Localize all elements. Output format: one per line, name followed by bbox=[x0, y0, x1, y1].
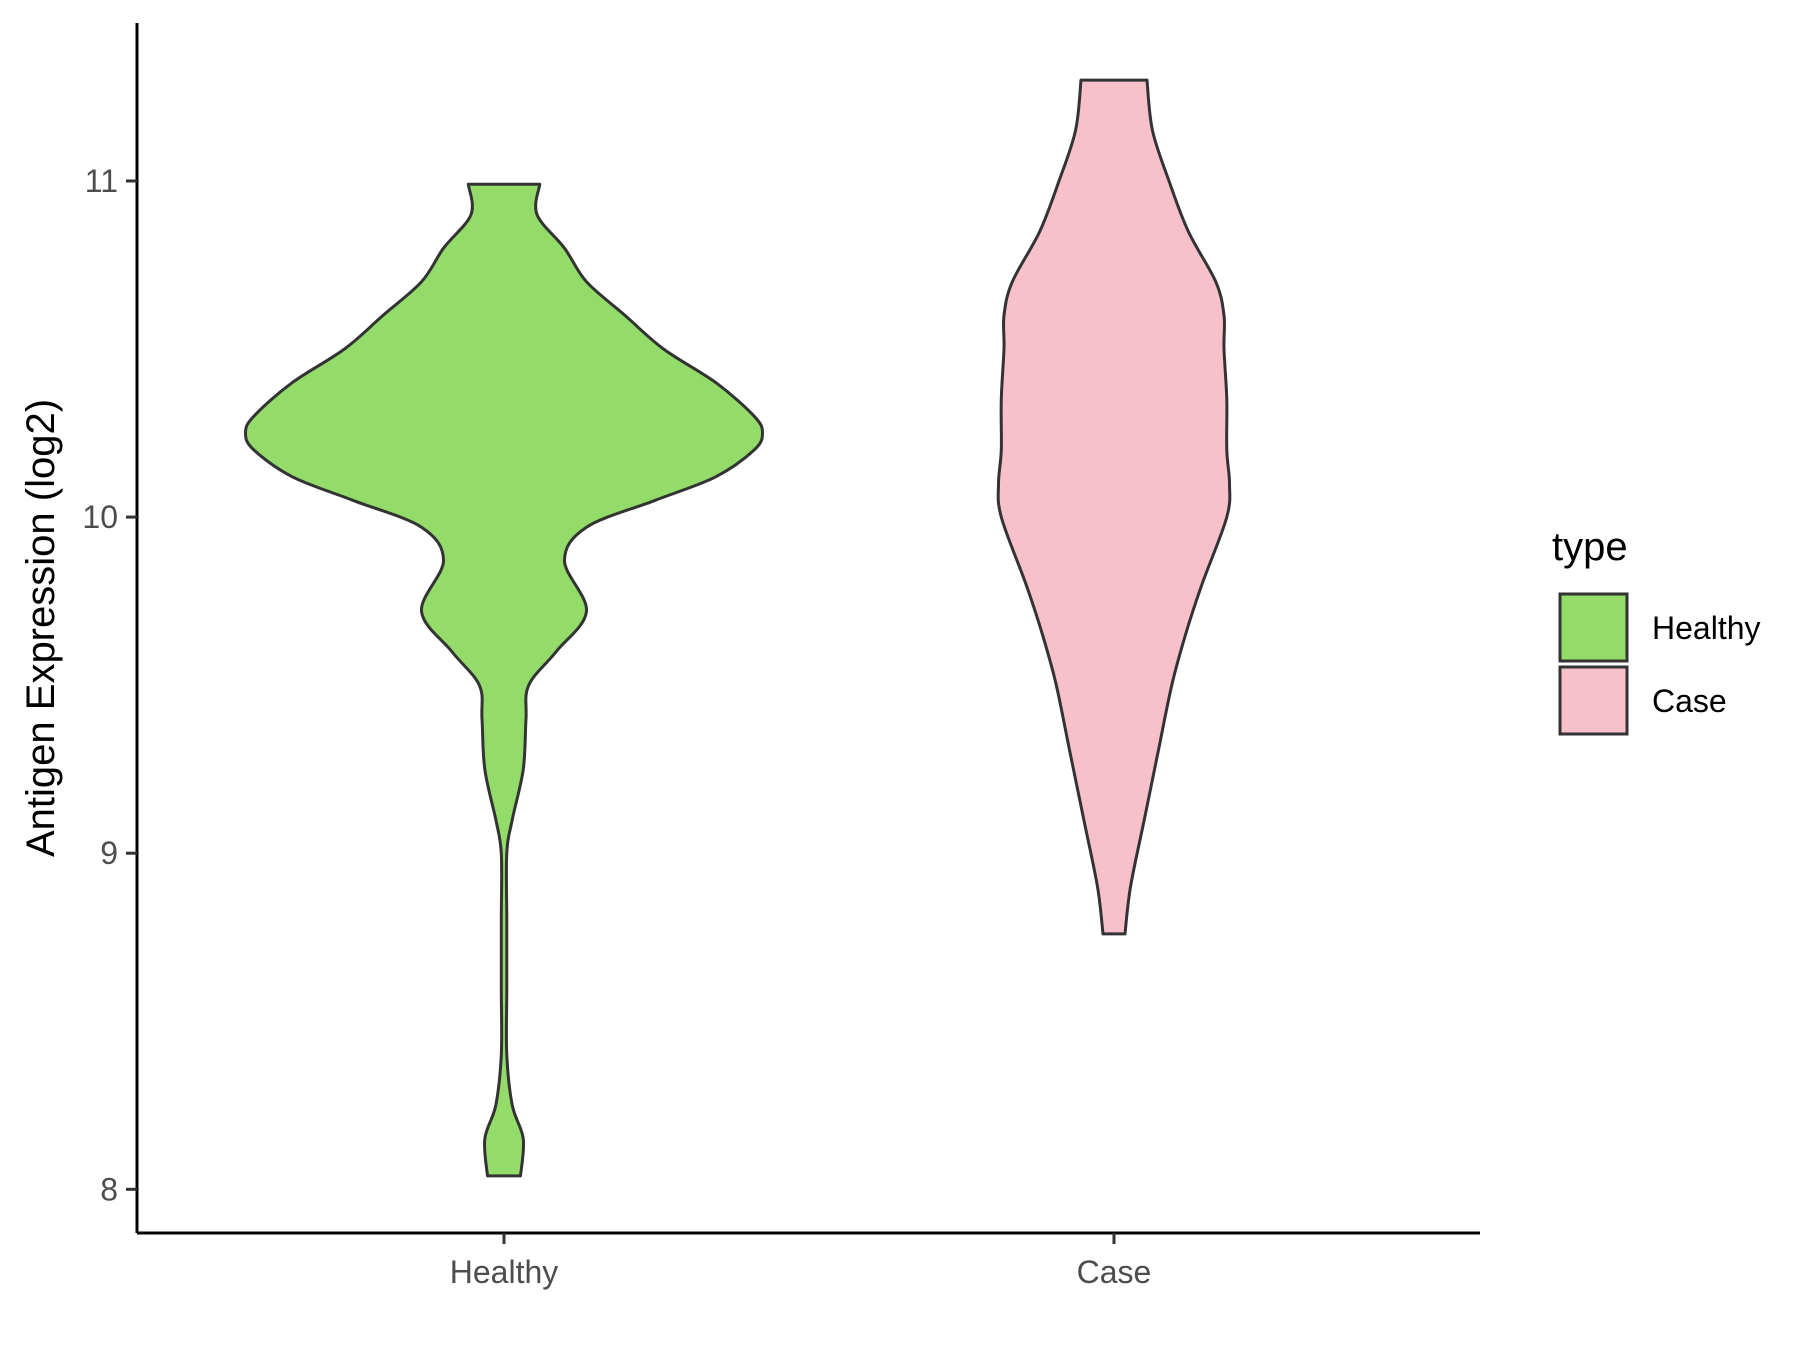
y-tick-label: 9 bbox=[100, 835, 118, 871]
y-axis-title: Antigen Expression (log2) bbox=[19, 399, 63, 857]
violin-case bbox=[996, 78, 1232, 936]
legend-title: type bbox=[1552, 525, 1628, 569]
legend-label: Case bbox=[1652, 683, 1727, 719]
y-tick-label: 8 bbox=[100, 1171, 118, 1207]
x-axis-ticks: Healthy Case bbox=[450, 1233, 1152, 1290]
x-tick-label: Healthy bbox=[450, 1254, 559, 1290]
legend-key-case bbox=[1558, 665, 1629, 736]
legend: type Healthy Case bbox=[1552, 525, 1761, 736]
legend-label: Healthy bbox=[1652, 610, 1761, 646]
x-tick-label: Case bbox=[1077, 1254, 1152, 1290]
y-tick-label: 11 bbox=[85, 163, 118, 199]
legend-key-healthy bbox=[1558, 592, 1629, 663]
y-axis-ticks: 8 9 10 11 bbox=[82, 163, 137, 1207]
violin-layer bbox=[244, 78, 1232, 1178]
y-tick-label: 10 bbox=[82, 499, 118, 535]
violin-healthy bbox=[244, 182, 764, 1178]
